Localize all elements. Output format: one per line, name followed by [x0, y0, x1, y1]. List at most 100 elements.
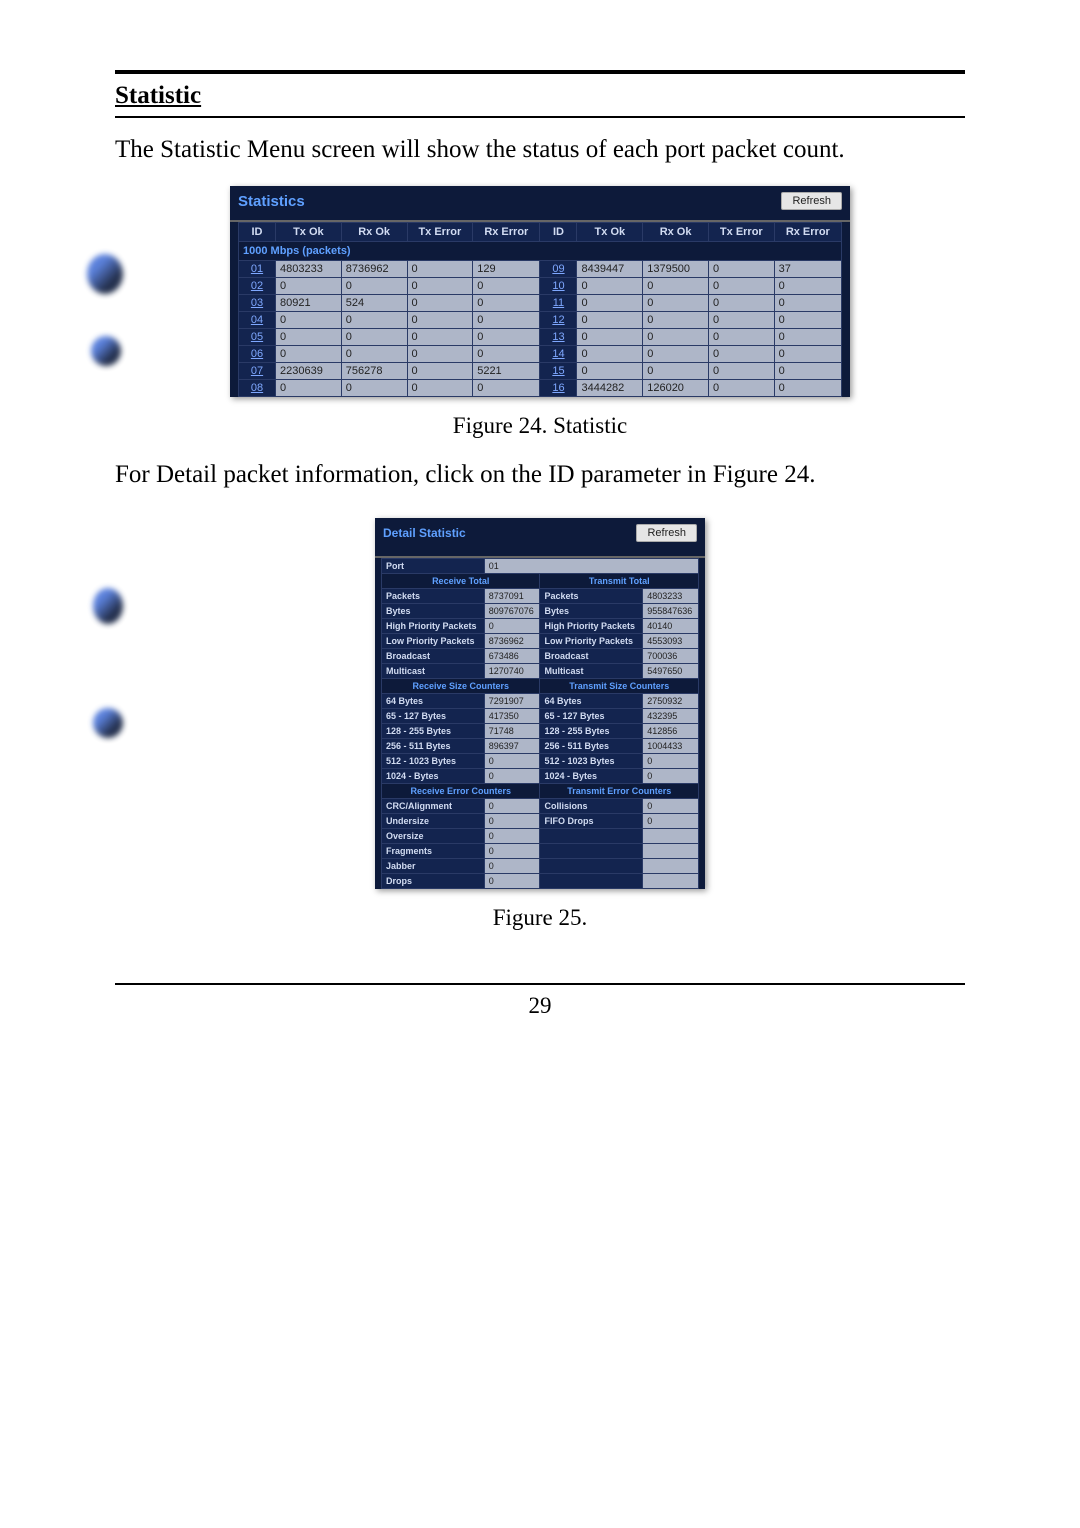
port-id-link[interactable]: 04 [239, 312, 276, 329]
port-id-link[interactable]: 10 [540, 278, 577, 295]
port-id-link[interactable]: 08 [239, 380, 276, 397]
cell: 0 [643, 278, 709, 295]
value: 40140 [643, 618, 699, 633]
port-id-link[interactable]: 05 [239, 329, 276, 346]
cell: 0 [643, 312, 709, 329]
value: 0 [484, 813, 540, 828]
statistics-title: Statistics [238, 193, 305, 210]
label: Transmit Size Counters [540, 678, 699, 693]
label: Drops [382, 873, 485, 888]
cell: 0 [407, 312, 473, 329]
cell: 4803233 [276, 261, 342, 278]
port-id-link[interactable]: 15 [540, 363, 577, 380]
cell: 0 [276, 329, 342, 346]
section-title: Statistic [115, 82, 965, 110]
cell: 129 [473, 261, 540, 278]
port-id-link[interactable]: 13 [540, 329, 577, 346]
value: 0 [484, 858, 540, 873]
value: 2750932 [643, 693, 699, 708]
cell: 0 [276, 380, 342, 397]
cell: 0 [473, 295, 540, 312]
port-id-link[interactable]: 11 [540, 295, 577, 312]
value [643, 828, 699, 843]
port-id-link[interactable]: 09 [540, 261, 577, 278]
value: 1004433 [643, 738, 699, 753]
value: 432395 [643, 708, 699, 723]
detail-refresh-button[interactable]: Refresh [636, 524, 697, 542]
label: 256 - 511 Bytes [540, 738, 643, 753]
port-id-link[interactable]: 01 [239, 261, 276, 278]
table-row: 060000140000 [239, 346, 842, 363]
cell: 0 [407, 261, 473, 278]
value: 0 [484, 768, 540, 783]
value: 7291907 [484, 693, 540, 708]
column-header: Tx Error [407, 223, 473, 242]
cell: 0 [473, 346, 540, 363]
column-header: Rx Error [473, 223, 540, 242]
label: CRC/Alignment [382, 798, 485, 813]
cell: 0 [276, 312, 342, 329]
value: 0 [484, 798, 540, 813]
label: Port [382, 558, 485, 573]
port-id-link[interactable]: 12 [540, 312, 577, 329]
cell: 0 [473, 278, 540, 295]
value: 417350 [484, 708, 540, 723]
table-row: 020000100000 [239, 278, 842, 295]
value: 0 [643, 753, 699, 768]
cell: 0 [577, 329, 643, 346]
port-id-link[interactable]: 06 [239, 346, 276, 363]
port-id-link[interactable]: 03 [239, 295, 276, 312]
cell: 0 [341, 278, 407, 295]
value: 0 [643, 813, 699, 828]
label: Packets [382, 588, 485, 603]
value: 700036 [643, 648, 699, 663]
value: 4803233 [643, 588, 699, 603]
cell: 2230639 [276, 363, 342, 380]
label: Low Priority Packets [540, 633, 643, 648]
cell: 0 [407, 295, 473, 312]
after-figure-text: For Detail packet information, click on … [115, 457, 965, 493]
port-id-link[interactable]: 16 [540, 380, 577, 397]
cell: 8439447 [577, 261, 643, 278]
cell: 0 [473, 329, 540, 346]
cell: 0 [643, 329, 709, 346]
subhead: 1000 Mbps (packets) [239, 242, 842, 261]
column-header: Tx Ok [577, 223, 643, 242]
intro-text: The Statistic Menu screen will show the … [115, 132, 965, 168]
cell: 0 [708, 278, 774, 295]
table-row: 040000120000 [239, 312, 842, 329]
figure-25-caption: Figure 25. [115, 905, 965, 931]
value: 0 [484, 618, 540, 633]
label: 1024 - Bytes [540, 768, 643, 783]
label: Jabber [382, 858, 485, 873]
label: Broadcast [382, 648, 485, 663]
statistics-table: IDTx OkRx OkTx ErrorRx ErrorIDTx OkRx Ok… [238, 222, 842, 397]
label [540, 843, 643, 858]
refresh-button[interactable]: Refresh [781, 192, 842, 210]
cell: 8736962 [341, 261, 407, 278]
label: High Priority Packets [382, 618, 485, 633]
cell: 0 [774, 295, 841, 312]
cell: 3444282 [577, 380, 643, 397]
value: 0 [643, 798, 699, 813]
table-row: 014803233873696201290984394471379500037 [239, 261, 842, 278]
cell: 0 [577, 295, 643, 312]
port-id-link[interactable]: 07 [239, 363, 276, 380]
label: 1024 - Bytes [382, 768, 485, 783]
label: Bytes [382, 603, 485, 618]
cell: 0 [774, 329, 841, 346]
cell: 0 [577, 363, 643, 380]
cell: 0 [341, 346, 407, 363]
label: FIFO Drops [540, 813, 643, 828]
port-id-link[interactable]: 14 [540, 346, 577, 363]
cell: 0 [708, 295, 774, 312]
value: 955847636 [643, 603, 699, 618]
cell: 0 [276, 346, 342, 363]
label: Broadcast [540, 648, 643, 663]
cell: 756278 [341, 363, 407, 380]
cell: 0 [577, 346, 643, 363]
value [643, 858, 699, 873]
label: Receive Error Counters [382, 783, 540, 798]
label: 512 - 1023 Bytes [382, 753, 485, 768]
port-id-link[interactable]: 02 [239, 278, 276, 295]
